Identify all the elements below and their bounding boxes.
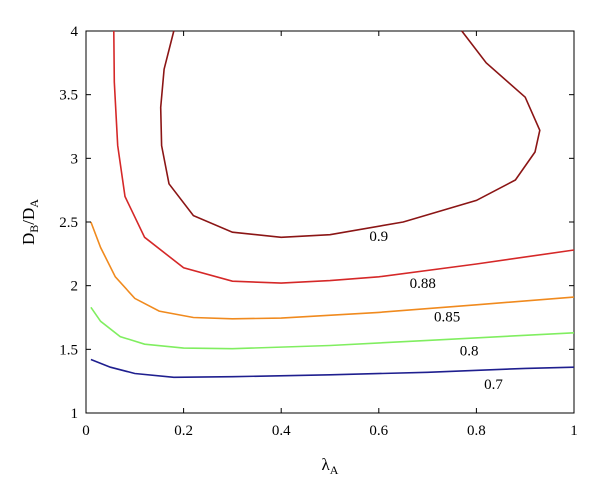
y-tick-label: 4 [71, 24, 79, 40]
contour-label: 0.7 [484, 377, 503, 393]
contour-label: 0.9 [369, 229, 388, 245]
plot-area-frame [85, 30, 575, 414]
contour-line-0-85 [90, 221, 575, 320]
x-tick-label: 0.2 [174, 423, 193, 439]
y-axis-label: DB/DA [19, 199, 41, 245]
contour-line-0-8 [90, 306, 575, 350]
contour-line-0-88 [113, 30, 575, 284]
contour-line-0-9 [159, 30, 541, 239]
x-tick-label: 0.8 [467, 423, 486, 439]
contour-label: 0.8 [460, 344, 479, 360]
x-axis-label: λA [322, 455, 339, 477]
x-tick-label: 0.6 [369, 423, 388, 439]
contour-labels: 0.9 0.88 0.85 0.8 0.7 [369, 229, 503, 393]
contour-line-0-7 [90, 358, 575, 379]
x-tick-label: 0.4 [272, 423, 291, 439]
y-tick-label: 3 [71, 151, 79, 167]
x-tick-label: 1 [570, 423, 578, 439]
contour-label: 0.88 [410, 276, 436, 292]
x-tick-label: 0 [82, 423, 90, 439]
y-tick-label: 2 [71, 279, 79, 295]
y-axis-ticks: 1 1.5 2 2.5 3 3.5 4 [59, 24, 574, 422]
y-tick-label: 1.5 [59, 342, 78, 358]
contour-lines [90, 30, 575, 379]
contour-label: 0.85 [434, 309, 460, 325]
y-tick-label: 2.5 [59, 215, 78, 231]
y-tick-label: 1 [71, 406, 79, 422]
y-tick-label: 3.5 [59, 88, 78, 104]
x-axis-ticks: 0 0.2 0.4 0.6 0.8 1 [82, 31, 578, 439]
